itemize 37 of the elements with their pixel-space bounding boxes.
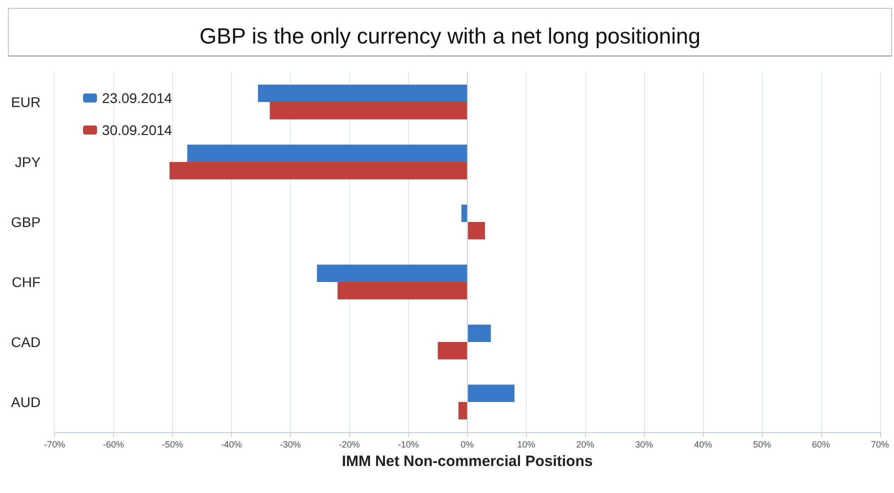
x-tick-label: 40% (694, 440, 712, 450)
x-axis-title: IMM Net Non-commercial Positions (342, 453, 593, 470)
legend-label: 23.09.2014 (102, 90, 172, 106)
y-tick-label: CAD (11, 334, 41, 350)
x-tick-label: 30% (635, 440, 654, 450)
legend-label: 30.09.2014 (102, 122, 172, 138)
x-tick-label: 10% (517, 440, 536, 450)
x-tick-label: 60% (812, 440, 830, 450)
bar (170, 162, 468, 180)
y-tick-label: JPY (14, 154, 42, 170)
x-tick-label: 0% (460, 440, 474, 450)
y-tick-label: GBP (10, 214, 41, 230)
x-tick-label: -30% (280, 440, 301, 450)
y-tick-label: AUD (11, 394, 41, 410)
x-tick-label: -70% (44, 440, 66, 450)
x-tick-label: -50% (162, 440, 183, 450)
bar (467, 222, 485, 240)
bar (270, 102, 468, 120)
x-tick-label: 50% (753, 440, 772, 450)
x-tick-label: -20% (338, 440, 360, 450)
bar (467, 324, 491, 342)
x-tick-label: -10% (398, 440, 419, 450)
x-tick-label: -40% (220, 440, 242, 450)
bar (187, 144, 468, 162)
bar (467, 384, 514, 402)
y-tick-label: CHF (12, 274, 41, 290)
bar (438, 342, 468, 360)
bar (258, 84, 468, 102)
x-tick-label: 70% (870, 440, 889, 450)
bar (458, 402, 468, 420)
y-tick-label: EUR (11, 94, 41, 110)
bar (338, 282, 468, 300)
bar (461, 204, 468, 222)
x-tick-label: 20% (576, 440, 594, 450)
bar (316, 264, 468, 282)
chart-title: GBP is the only currency with a net long positioning (200, 24, 700, 48)
x-tick-label: -60% (103, 440, 124, 450)
